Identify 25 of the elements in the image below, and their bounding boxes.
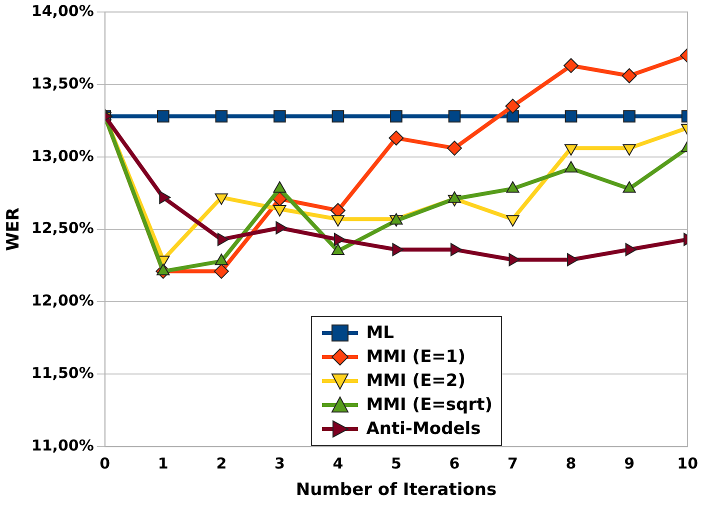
legend-label: MMI (E=1) xyxy=(366,346,466,367)
x-tick-label: 1 xyxy=(158,454,168,472)
y-tick-label: 13,50% xyxy=(31,74,94,92)
x-axis-title: Number of Iterations xyxy=(296,480,497,500)
y-tick-label: 11,00% xyxy=(31,436,94,454)
x-tick-label: 2 xyxy=(216,454,227,472)
legend-label: Anti-Models xyxy=(366,418,481,439)
x-tick-label: 3 xyxy=(274,454,285,472)
x-tick-label: 5 xyxy=(391,454,402,472)
y-tick-label: 11,50% xyxy=(31,364,94,382)
legend-label: MMI (E=sqrt) xyxy=(366,394,492,415)
x-tick-label: 8 xyxy=(566,454,576,472)
y-tick-label: 12,00% xyxy=(31,292,94,310)
legend-label: MMI (E=2) xyxy=(366,370,466,391)
y-tick-label: 14,00% xyxy=(31,2,94,20)
y-tick-label: 12,50% xyxy=(31,219,94,238)
x-tick-label: 9 xyxy=(624,454,635,472)
x-tick-label: 0 xyxy=(100,454,110,472)
legend-label: ML xyxy=(366,322,394,343)
x-tick-label: 4 xyxy=(332,454,344,472)
x-tick-label: 10 xyxy=(677,454,698,472)
y-tick-label: 13,00% xyxy=(31,146,94,165)
y-axis-title: WER xyxy=(4,208,24,252)
x-tick-label: 6 xyxy=(449,454,460,472)
x-tick-label: 7 xyxy=(508,454,518,472)
